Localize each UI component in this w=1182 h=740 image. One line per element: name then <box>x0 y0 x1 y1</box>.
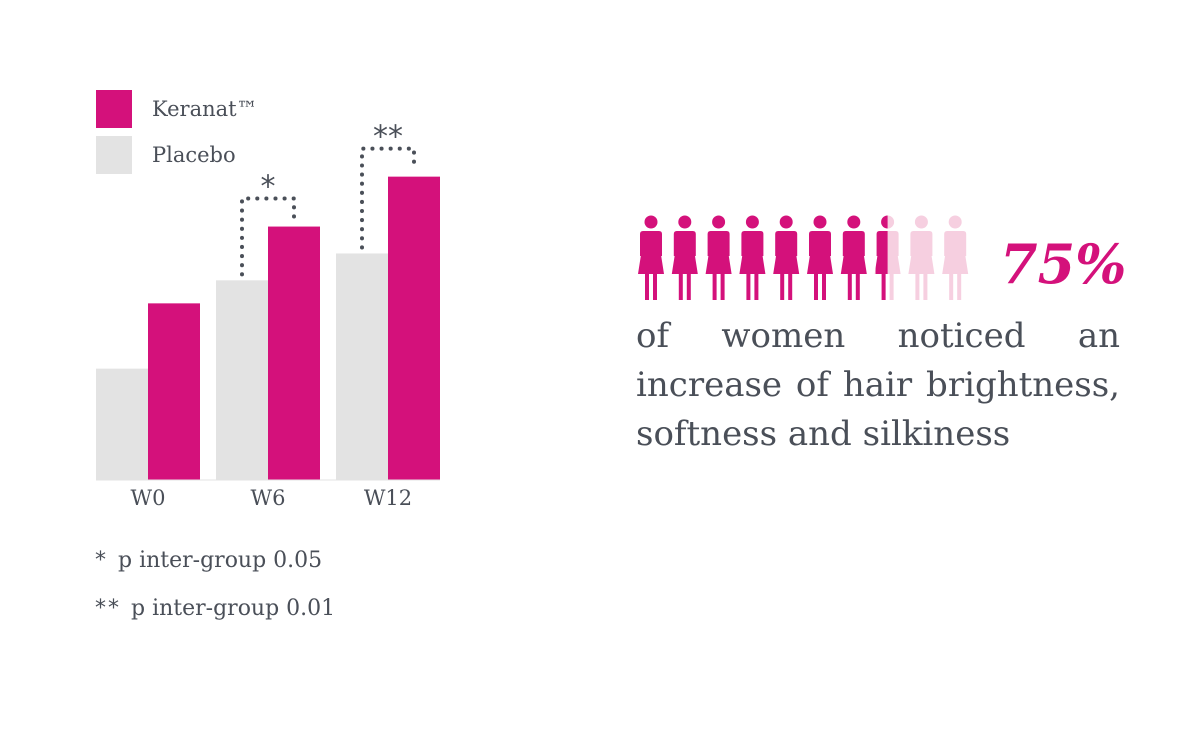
bar-keranat-w6 <box>268 226 320 480</box>
bar-keranat-w0 <box>148 303 200 480</box>
legend-item-keranat: Keranat™ <box>96 90 258 128</box>
footnote-double-star: ** p inter-group 0.01 <box>95 596 335 621</box>
woman-icon <box>671 215 698 300</box>
significance-bracket-w12 <box>360 146 416 250</box>
footnote-mark: ** <box>95 596 121 621</box>
legend-swatch-keranat <box>96 90 132 128</box>
footnote-mark: * <box>95 548 108 573</box>
women-icon-row <box>638 215 969 300</box>
stat-description: of women noticed an increase of hair bri… <box>636 316 1120 454</box>
legend-label-keranat: Keranat™ <box>152 97 258 121</box>
x-tick-labels: W0 W6 W12 <box>131 486 413 510</box>
legend-label-placebo: Placebo <box>152 143 236 167</box>
significance-bracket-w6 <box>240 196 296 277</box>
legend-swatch-placebo <box>96 136 132 174</box>
woman-icon <box>705 215 732 300</box>
woman-icon <box>807 215 833 300</box>
woman-icon <box>874 215 901 300</box>
x-tick-label-w12: W12 <box>364 486 412 510</box>
woman-icon <box>638 215 664 300</box>
legend-item-placebo: Placebo <box>96 136 258 174</box>
footnote-single-star: * p inter-group 0.05 <box>95 548 322 573</box>
bars <box>96 176 440 480</box>
x-tick-label-w0: W0 <box>131 486 166 510</box>
footnote-text: p inter-group 0.01 <box>131 596 336 621</box>
x-tick-label-w6: W6 <box>251 486 286 510</box>
bar-chart: *** W0 W6 W12 <box>96 120 440 510</box>
footnote-text: p inter-group 0.05 <box>118 548 323 573</box>
significance-mark-w6: * <box>261 170 276 205</box>
significance-mark-w12: ** <box>373 120 403 155</box>
bar-placebo-w12 <box>336 253 388 480</box>
woman-icon <box>773 215 800 300</box>
woman-icon <box>942 215 969 300</box>
woman-icon <box>908 215 935 300</box>
stat-percentage: 75% <box>1000 232 1127 296</box>
bar-keranat-w12 <box>388 176 440 480</box>
significance-brackets: *** <box>240 120 416 277</box>
bar-placebo-w0 <box>96 368 148 480</box>
chart-legend: Keranat™ Placebo <box>96 90 258 182</box>
woman-icon <box>840 215 867 300</box>
woman-icon <box>739 215 766 300</box>
bar-placebo-w6 <box>216 280 268 480</box>
